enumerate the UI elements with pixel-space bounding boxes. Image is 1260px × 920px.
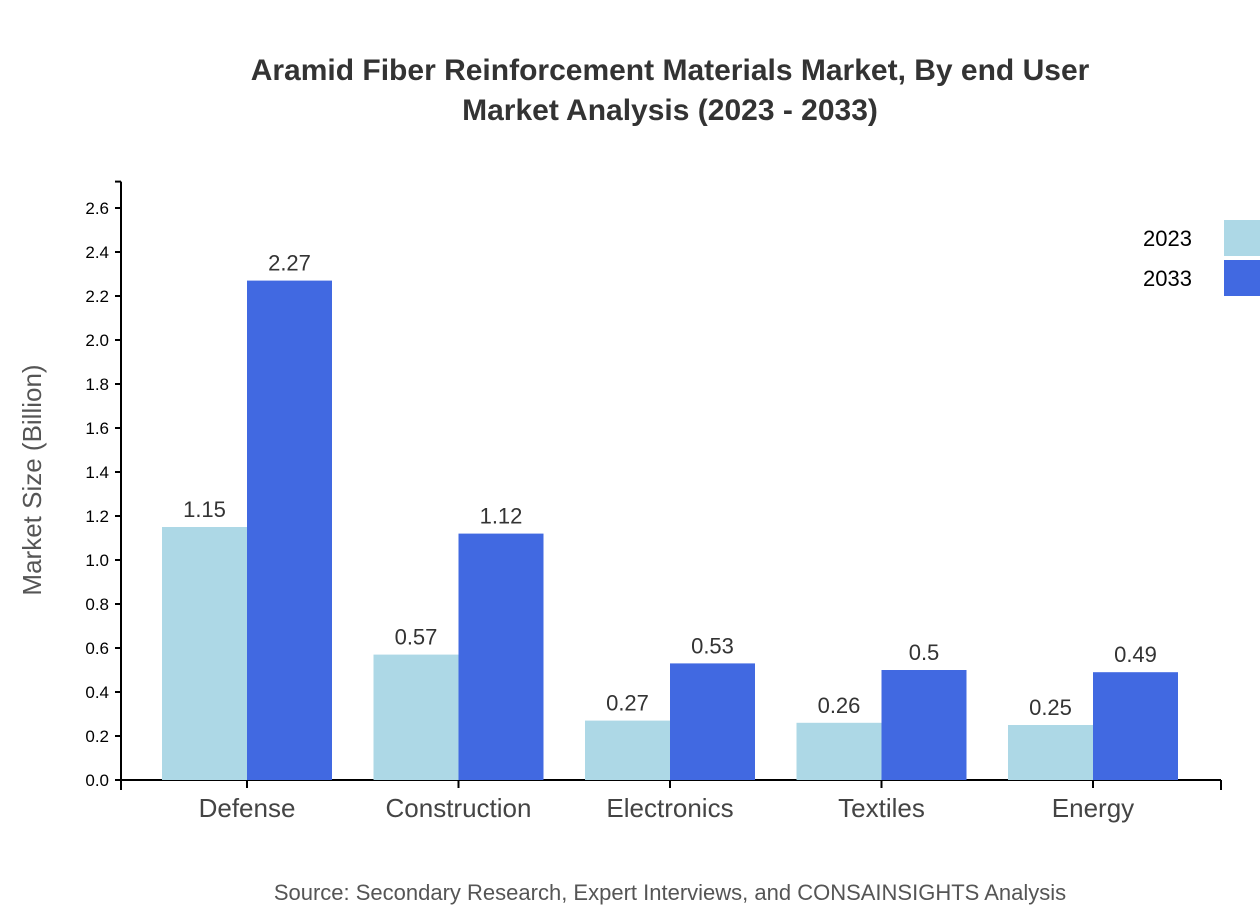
legend-swatch	[1224, 220, 1260, 256]
y-tick-label: 2.6	[85, 199, 109, 218]
y-tick-label: 0.0	[85, 771, 109, 790]
chart-title-line-2: Market Analysis (2023 - 2033)	[462, 94, 878, 127]
bar-2023-energy	[1008, 725, 1093, 780]
y-tick-label: 2.0	[85, 331, 109, 350]
data-label: 0.57	[395, 625, 438, 650]
bar-2033-energy	[1093, 672, 1178, 780]
legend-label: 2033	[1143, 266, 1192, 291]
bars: 1.15 2.27 0.57 1.12 0.27 0.53 0.26 0.5 0.25 0.49	[162, 251, 1178, 780]
bar-2033-construction	[458, 533, 544, 780]
data-label: 1.15	[183, 497, 226, 522]
bar-2023-textiles	[796, 722, 882, 780]
x-tick-label: Defense	[199, 793, 296, 823]
legend: 2023 2033	[1143, 220, 1260, 296]
data-label: 0.53	[691, 633, 734, 658]
y-tick-label: 0.4	[85, 683, 109, 702]
x-tick-label: Construction	[386, 793, 532, 823]
source-note: Source: Secondary Research, Expert Inter…	[274, 880, 1066, 905]
bar-2033-electronics	[670, 663, 755, 780]
data-label: 1.12	[480, 504, 523, 529]
legend-swatch	[1224, 260, 1260, 296]
y-tick-label: 2.2	[85, 287, 109, 306]
chart-title-line-1: Aramid Fiber Reinforcement Materials Mar…	[251, 54, 1090, 87]
bar-2023-defense	[162, 527, 247, 780]
y-axis: 0.0 0.2 0.4 0.6 0.8 1.0 1.2 1.4 1.6 1.8 2.0 2.2 2.4 2…	[85, 180, 122, 790]
data-label: 0.27	[606, 691, 649, 716]
x-tick-label: Textiles	[838, 793, 925, 823]
bar-2033-textiles	[881, 670, 967, 780]
bar-2023-electronics	[585, 720, 670, 780]
y-tick-label: 1.4	[85, 463, 109, 482]
y-tick-label: 2.4	[85, 243, 109, 262]
y-tick-label: 0.6	[85, 639, 109, 658]
y-tick-label: 1.2	[85, 507, 109, 526]
data-label: 0.5	[909, 640, 940, 665]
y-tick-label: 1.0	[85, 551, 109, 570]
bar-2023-construction	[373, 654, 459, 780]
x-axis: Defense Construction Electronics Textiles En…	[120, 779, 1222, 823]
y-tick-label: 0.8	[85, 595, 109, 614]
y-tick-label: 0.2	[85, 727, 109, 746]
y-axis-label: Market Size (Billion)	[17, 364, 47, 595]
x-tick-label: Energy	[1052, 793, 1134, 823]
data-label: 0.49	[1114, 642, 1157, 667]
data-label: 0.25	[1029, 695, 1072, 720]
y-tick-label: 1.6	[85, 419, 109, 438]
y-tick-label: 1.8	[85, 375, 109, 394]
x-tick-label: Electronics	[606, 793, 733, 823]
legend-label: 2023	[1143, 226, 1192, 251]
bar-2033-defense	[247, 280, 332, 780]
data-label: 0.26	[818, 693, 861, 718]
data-label: 2.27	[268, 251, 311, 276]
